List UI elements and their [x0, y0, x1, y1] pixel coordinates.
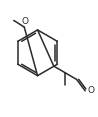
Text: O: O [22, 17, 29, 26]
Text: O: O [88, 86, 95, 95]
